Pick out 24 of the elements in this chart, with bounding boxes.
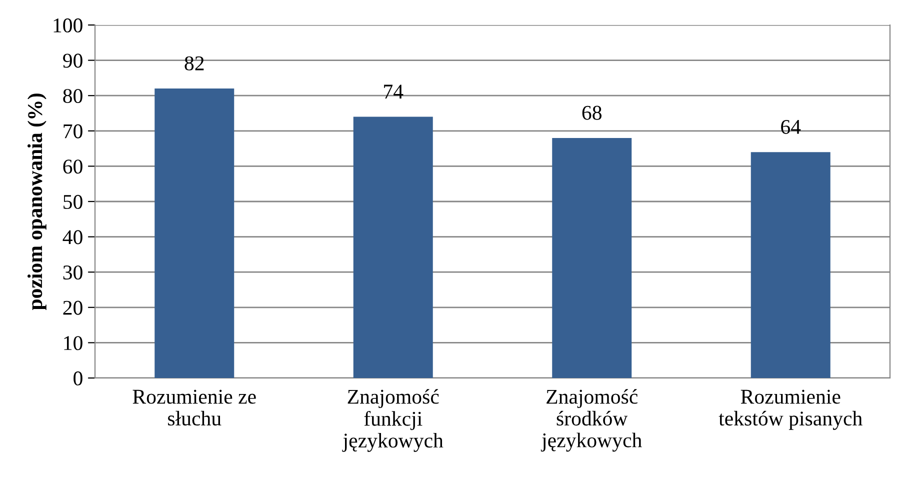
y-tick-label: 60 (63, 160, 82, 174)
y-tick-label: 40 (62, 230, 82, 244)
y-tick-label: 100 (54, 18, 82, 32)
x-tick-label: Rozumienie tekstów pisanych (718, 390, 862, 430)
bar (154, 88, 234, 378)
x-tick-label: Znajomość funkcji językowych (342, 389, 444, 452)
y-tick-label: 0 (74, 371, 82, 386)
y-axis-title: poziom opanowania (%) (27, 94, 46, 310)
data-label: 64 (781, 120, 801, 134)
y-tick-label: 70 (64, 124, 82, 138)
data-label: 74 (384, 84, 404, 98)
x-tick-label: Rozumienie ze słuchu (132, 390, 256, 426)
y-tick-label: 20 (63, 300, 82, 315)
data-label: 68 (582, 106, 602, 120)
y-tick-label: 80 (63, 88, 82, 104)
bar (750, 152, 830, 378)
x-tick-label: Znajomość środków językowych (540, 389, 642, 452)
y-tick-label: 50 (64, 194, 82, 209)
y-tick-label: 90 (63, 54, 82, 68)
bar (552, 138, 632, 378)
y-tick-label: 10 (64, 336, 82, 350)
y-tick-label: 30 (63, 265, 82, 280)
bar (353, 116, 433, 378)
data-label: 82 (184, 56, 204, 70)
